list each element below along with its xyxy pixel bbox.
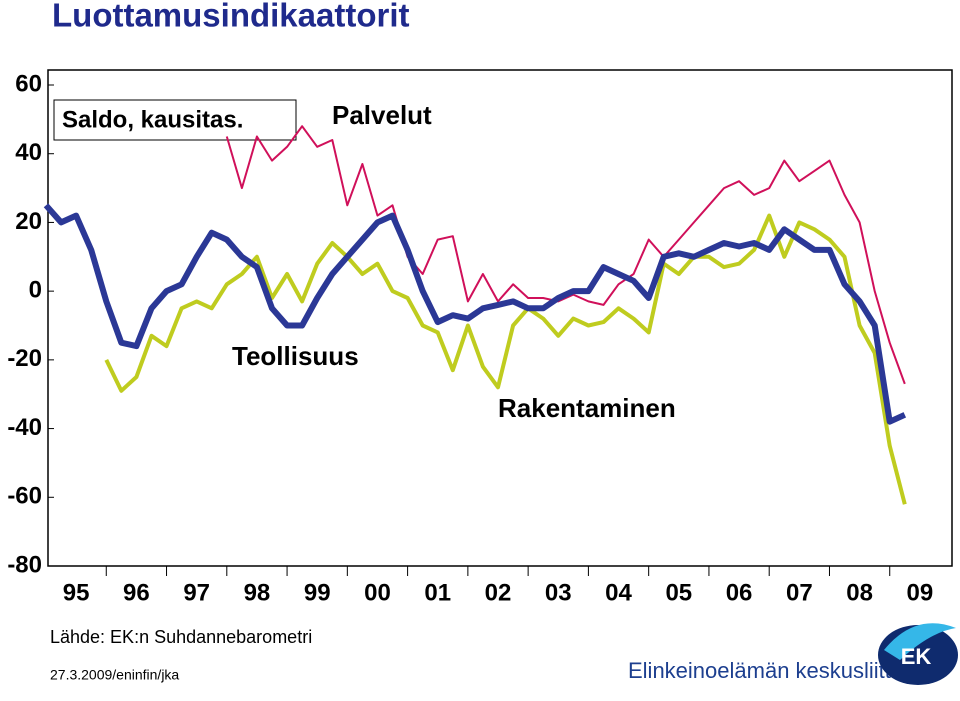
x-tick-label: 00 xyxy=(364,579,391,606)
x-tick-label: 08 xyxy=(846,579,873,606)
series-line xyxy=(104,213,907,505)
x-tick-label: 05 xyxy=(665,579,692,606)
x-tick-label: 03 xyxy=(545,579,572,606)
logo: EK xyxy=(878,623,958,685)
logo-text: Elinkeinoelämän keskusliitto xyxy=(628,658,903,683)
x-tick-label: 98 xyxy=(244,579,271,606)
logo-mark: EK xyxy=(901,644,932,669)
x-tick-label: 07 xyxy=(786,579,813,606)
plot-frame xyxy=(47,69,953,567)
subtitle-box xyxy=(53,99,297,141)
subtitle: Saldo, kausitas. xyxy=(62,106,243,133)
x-tick-label: 95 xyxy=(63,579,90,606)
logo-swoosh xyxy=(884,623,956,660)
series-line xyxy=(225,125,906,385)
y-tick-label: 0 xyxy=(29,276,42,303)
y-tick-label: 60 xyxy=(15,70,42,97)
footer: 27.3.2009/eninfin/jka xyxy=(50,667,179,683)
series-label: Rakentaminen xyxy=(498,393,676,423)
chart-title: Luottamusindikaattorit xyxy=(52,0,410,34)
x-tick-label: 99 xyxy=(304,579,331,606)
y-tick-label: 20 xyxy=(15,208,42,235)
y-tick-label: -80 xyxy=(7,551,42,578)
x-tick-label: 97 xyxy=(183,579,210,606)
x-tick-label: 01 xyxy=(424,579,451,606)
y-tick-label: -20 xyxy=(7,345,42,372)
y-tick-label: -60 xyxy=(7,483,42,510)
series-label: Palvelut xyxy=(332,100,432,130)
x-tick-label: 96 xyxy=(123,579,150,606)
x-tick-label: 04 xyxy=(605,579,632,606)
y-tick-label: 40 xyxy=(15,139,42,166)
source: Lähde: EK:n Suhdannebarometri xyxy=(50,627,312,647)
series-label: Teollisuus xyxy=(232,341,359,371)
series-line xyxy=(43,203,907,425)
x-tick-label: 02 xyxy=(485,579,512,606)
x-tick-label: 09 xyxy=(907,579,934,606)
y-tick-label: -40 xyxy=(7,414,42,441)
x-tick-label: 06 xyxy=(726,579,753,606)
